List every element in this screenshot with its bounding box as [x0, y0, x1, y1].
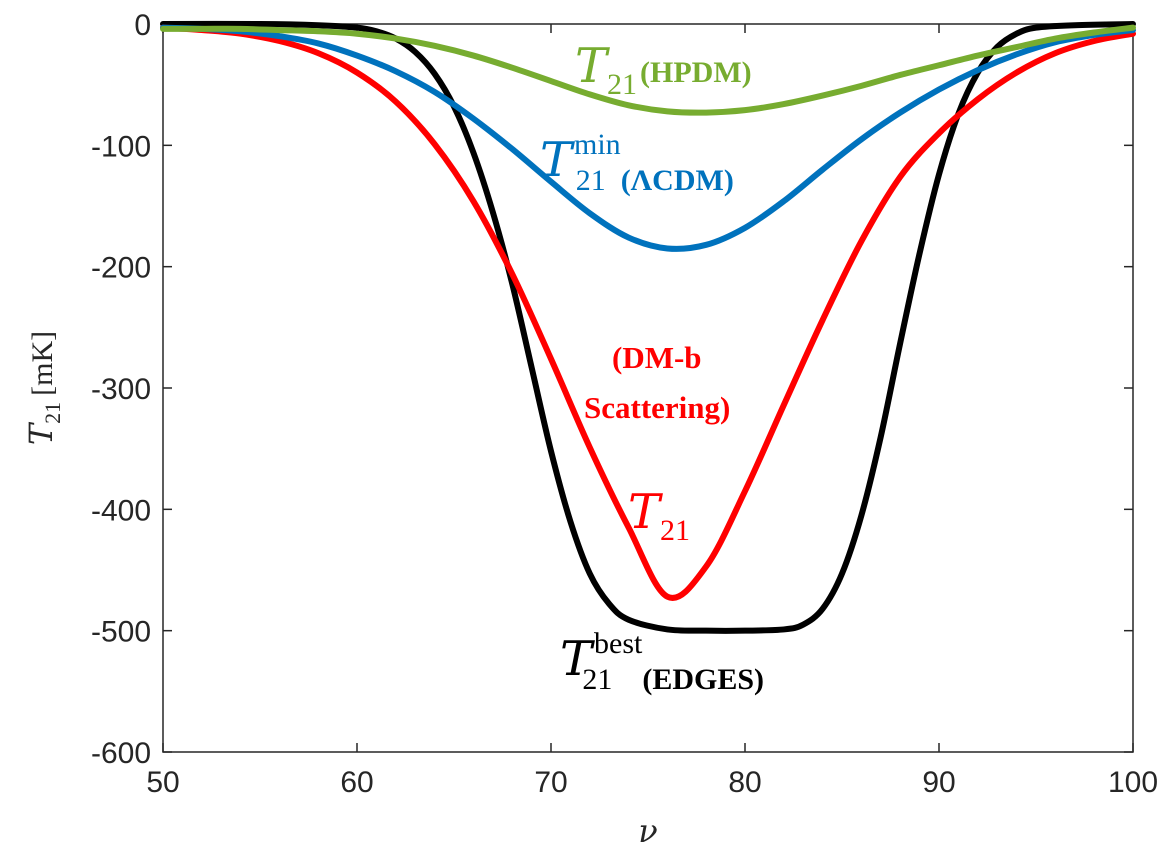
- annotation-subscript: 21: [660, 514, 690, 547]
- annotation-label: (DM-b: [612, 340, 702, 375]
- annotation-tag: (ΛCDM): [621, 164, 734, 197]
- annotation-symbol: T: [540, 132, 575, 188]
- annotation-label: T21 (HPDM): [575, 38, 752, 101]
- annotation-label: Scattering): [584, 390, 730, 425]
- x-axis-title: ν: [638, 812, 657, 848]
- y-axis-unit: [mK]: [26, 331, 59, 396]
- y-tick-label: -200: [91, 252, 151, 285]
- annotation-symbol: T: [560, 631, 595, 687]
- annotations-group: T21 (HPDM)Tmin 21 (ΛCDM)(DM-bScattering)T21…: [540, 38, 764, 696]
- plot-frame: [162, 23, 1134, 753]
- annotation-tag: Scattering): [584, 390, 730, 425]
- series-line-2: [160, 24, 1136, 252]
- axes: 50 60 70 80 90 100 0 -100 -200 -300 -400 -500 -600: [91, 9, 1158, 799]
- x-tick-label: 100: [1108, 766, 1158, 799]
- annotation-tag: (HPDM): [640, 56, 752, 89]
- annotation-label: Tbest 21 (EDGES): [560, 627, 764, 696]
- y-tick-label: -100: [91, 130, 151, 163]
- y-axis-title: T21 [mK]: [22, 331, 65, 445]
- annotation-superscript: best: [594, 627, 643, 660]
- y-tick-label: -400: [91, 494, 151, 527]
- x-tick-label: 60: [340, 766, 373, 799]
- annotation-label: Tmin 21 (ΛCDM): [540, 128, 734, 197]
- y-tick-label: -600: [91, 737, 151, 770]
- annotation-superscript: min: [574, 128, 621, 161]
- x-tick-label: 80: [728, 766, 761, 799]
- x-tick-label: 50: [146, 766, 179, 799]
- annotation-subscript: 21: [607, 68, 637, 101]
- series-group: [160, 20, 1136, 634]
- y-axis-subscript: 21: [40, 402, 65, 424]
- annotation-subscript: 21: [576, 164, 606, 197]
- annotation-symbol: T: [628, 484, 663, 540]
- x-tick-label: 90: [922, 766, 955, 799]
- y-tick-label: -500: [91, 616, 151, 649]
- series-line-1: [160, 24, 1136, 601]
- y-axis-symbol: T: [22, 421, 60, 445]
- y-tick-label: 0: [134, 9, 151, 42]
- series-line-0: [160, 20, 1136, 634]
- annotation-tag: (DM-b: [612, 340, 702, 375]
- series-line-3: [160, 24, 1136, 116]
- annotation-subscript: 21: [582, 663, 612, 696]
- annotation-tag: (EDGES): [642, 663, 764, 696]
- x-tick-label: 70: [534, 766, 567, 799]
- y-tick-label: -300: [91, 373, 151, 406]
- annotation-symbol: T: [575, 38, 610, 94]
- annotation-label: T21: [628, 484, 690, 547]
